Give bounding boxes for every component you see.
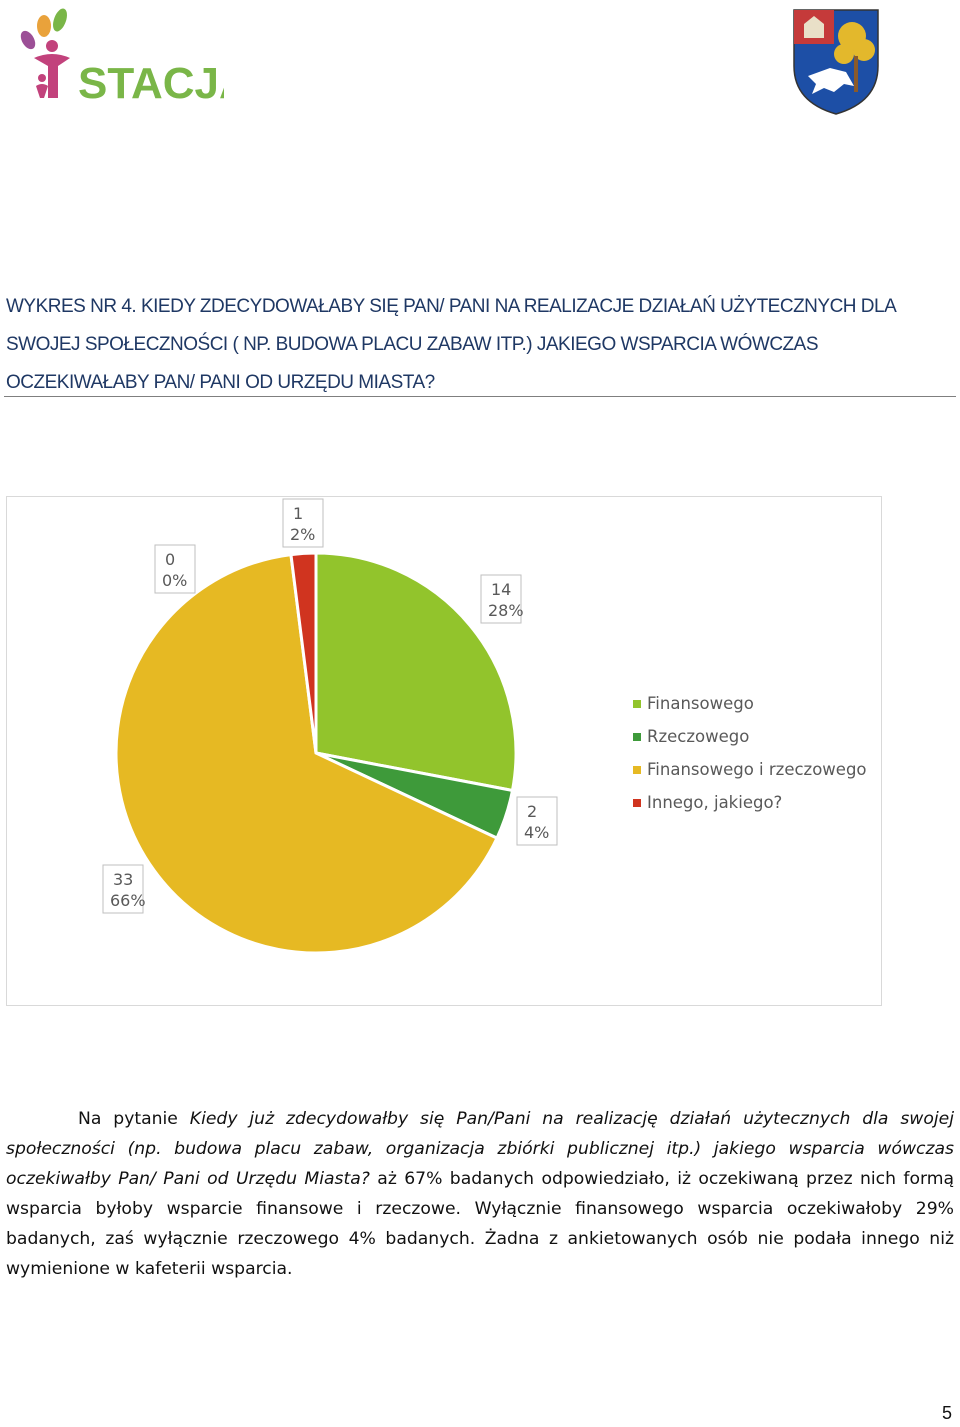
data-label-3-box bbox=[102, 864, 144, 914]
legend-swatch-3 bbox=[633, 766, 641, 774]
pie-slice-1 bbox=[314, 551, 518, 793]
legend-swatch-4 bbox=[633, 799, 641, 807]
data-label-2-box bbox=[516, 796, 558, 846]
coat-of-arms-icon bbox=[790, 6, 882, 116]
legend-label-1: Finansowego bbox=[647, 694, 754, 713]
data-label-2-percent: 4% bbox=[524, 823, 549, 842]
data-label-4-box bbox=[282, 498, 324, 548]
pie-chart: 14 28% 2 4% 33 66% 1 2% 0 0% Finansowego Rzeczoweg… bbox=[102, 498, 867, 955]
data-label-1-percent: 28% bbox=[488, 601, 524, 620]
description-paragraph: Na pytanie Kiedy już zdecydowałby się Pa… bbox=[6, 1104, 954, 1284]
page-number: 5 bbox=[941, 1403, 952, 1423]
legend-swatch-2 bbox=[633, 733, 641, 741]
data-label-4-value: 1 bbox=[293, 504, 303, 523]
logo-leaf-green bbox=[53, 8, 67, 32]
pie-slice-4 bbox=[289, 551, 318, 754]
paragraph-question: Kiedy już zdecydowałby się Pan/Pani na r… bbox=[6, 1109, 955, 1189]
logo-leaf-purple bbox=[20, 30, 36, 50]
legend-label-4: Innego, jakiego? bbox=[647, 793, 782, 812]
logo-body bbox=[34, 54, 70, 98]
logo-leaf-orange bbox=[37, 15, 51, 37]
data-label-1-value: 14 bbox=[491, 580, 511, 599]
data-label-zero-value: 0 bbox=[165, 550, 175, 569]
logo-head bbox=[46, 40, 58, 52]
logo-small-head bbox=[38, 74, 46, 82]
data-label-3-percent: 66% bbox=[110, 891, 146, 910]
logo-wordmark: STACJA bbox=[78, 59, 224, 106]
legend-swatch-1 bbox=[633, 700, 641, 708]
paragraph-lead: Na pytanie bbox=[78, 1109, 178, 1129]
chart-heading: Wykres nr 4. Kiedy zdecydowałaby się Pan… bbox=[6, 296, 896, 393]
legend-label-2: Rzeczowego bbox=[647, 727, 749, 746]
pie-chart-frame: 14 28% 2 4% 33 66% 1 2% 0 0% Finansowego Rzeczoweg… bbox=[6, 496, 882, 1006]
heading-divider bbox=[4, 396, 956, 397]
logo-small-body bbox=[36, 84, 48, 98]
data-label-4-percent: 2% bbox=[290, 525, 315, 544]
stacja-logo: STACJA bbox=[14, 6, 251, 108]
legend-label-3: Finansowego i rzeczowego bbox=[647, 760, 867, 779]
data-label-2-value: 2 bbox=[527, 802, 537, 821]
paragraph-answer: aż 67% badanych odpowiedziało, iż oczeki… bbox=[6, 1169, 955, 1279]
pie-slice-3 bbox=[114, 552, 499, 955]
data-label-3-value: 33 bbox=[113, 870, 133, 889]
data-label-zero-percent: 0% bbox=[162, 571, 187, 590]
data-label-1-box bbox=[480, 574, 522, 624]
data-label-zero-box bbox=[154, 544, 196, 594]
